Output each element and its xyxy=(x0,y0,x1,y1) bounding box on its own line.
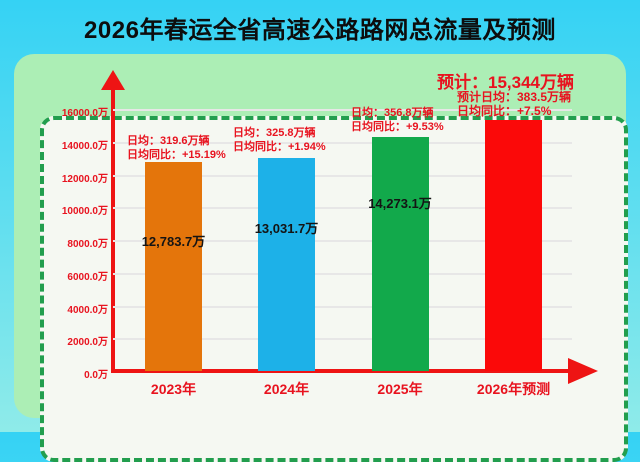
bar xyxy=(145,161,202,371)
bar-annotation: 日均：325.8万辆 日均同比：+1.94% xyxy=(233,126,326,154)
y-axis-tick-label: 6000.0万 xyxy=(67,271,108,283)
annotation-line: 日均同比：+9.53% xyxy=(351,121,444,133)
y-axis-tick-label: 12000.0万 xyxy=(61,173,108,185)
gridline xyxy=(113,109,572,111)
x-axis-category-label: 2023年 xyxy=(150,381,197,397)
annotation-line: 日均：319.6万辆 xyxy=(127,135,210,147)
y-axis-tick-label: 10000.0万 xyxy=(61,206,108,218)
forecast-annotation: 预计日均：383.5万辆 日均同比：+7.5% xyxy=(457,90,571,118)
annotation-line: 预计日均：383.5万辆 xyxy=(457,90,572,104)
page-title: 2026年春运全省高速公路路网总流量及预测 xyxy=(84,17,556,44)
y-axis-tick-label: 14000.0万 xyxy=(61,140,108,152)
gridline xyxy=(113,305,572,308)
annotation-line: 日均：325.8万辆 xyxy=(233,127,316,139)
gridline xyxy=(113,240,572,242)
annotation-line: 日均同比：+7.5% xyxy=(457,104,552,118)
gridline xyxy=(113,207,572,210)
y-axis-tick-label: 0.0万 xyxy=(84,370,108,381)
gridline xyxy=(113,174,572,177)
y-axis-tick-label: 16000.0万 xyxy=(61,108,108,119)
bar xyxy=(371,137,429,371)
x-axis-line xyxy=(111,369,573,373)
y-axis-arrow-icon xyxy=(101,70,125,90)
annotation-line: 日均同比：+1.94% xyxy=(233,141,326,153)
gridline xyxy=(113,141,572,144)
x-axis-arrow-icon xyxy=(568,358,598,384)
x-axis-category-label: 2026年预测 xyxy=(476,381,551,397)
y-axis-tick-label: 8000.0万 xyxy=(67,239,108,250)
y-axis-tick-label: 2000.0万 xyxy=(67,337,108,349)
y-axis-tick-label: 4000.0万 xyxy=(67,304,108,316)
gridline xyxy=(113,272,572,275)
y-axis-line xyxy=(111,86,115,372)
annotation-line: 日均：356.8万辆 xyxy=(351,107,434,119)
bar xyxy=(258,157,315,371)
bar-chart: 0.0万 2000.0万 4000.0万 6000.0万 8000.0万 10000.0万… xyxy=(61,70,598,397)
bar-annotation: 日均：356.8万辆 日均同比：+9.53% xyxy=(351,106,444,134)
x-axis-category-label: 2025年 xyxy=(377,381,423,397)
bar-value-label: 14,273.1万 xyxy=(368,196,432,211)
bar xyxy=(485,119,542,371)
gridline xyxy=(113,338,572,341)
bar-value-label: 13,031.7万 xyxy=(254,221,319,236)
x-axis-category-label: 2024年 xyxy=(263,381,310,397)
annotation-line: 日均同比：+15.19% xyxy=(127,149,226,161)
forecast-headline: 预计：15,344万辆 xyxy=(437,73,574,92)
bar-value-label: 12,783.7万 xyxy=(141,234,206,249)
bar-annotation: 日均：319.6万辆日均同比：+15.19% xyxy=(127,134,226,162)
